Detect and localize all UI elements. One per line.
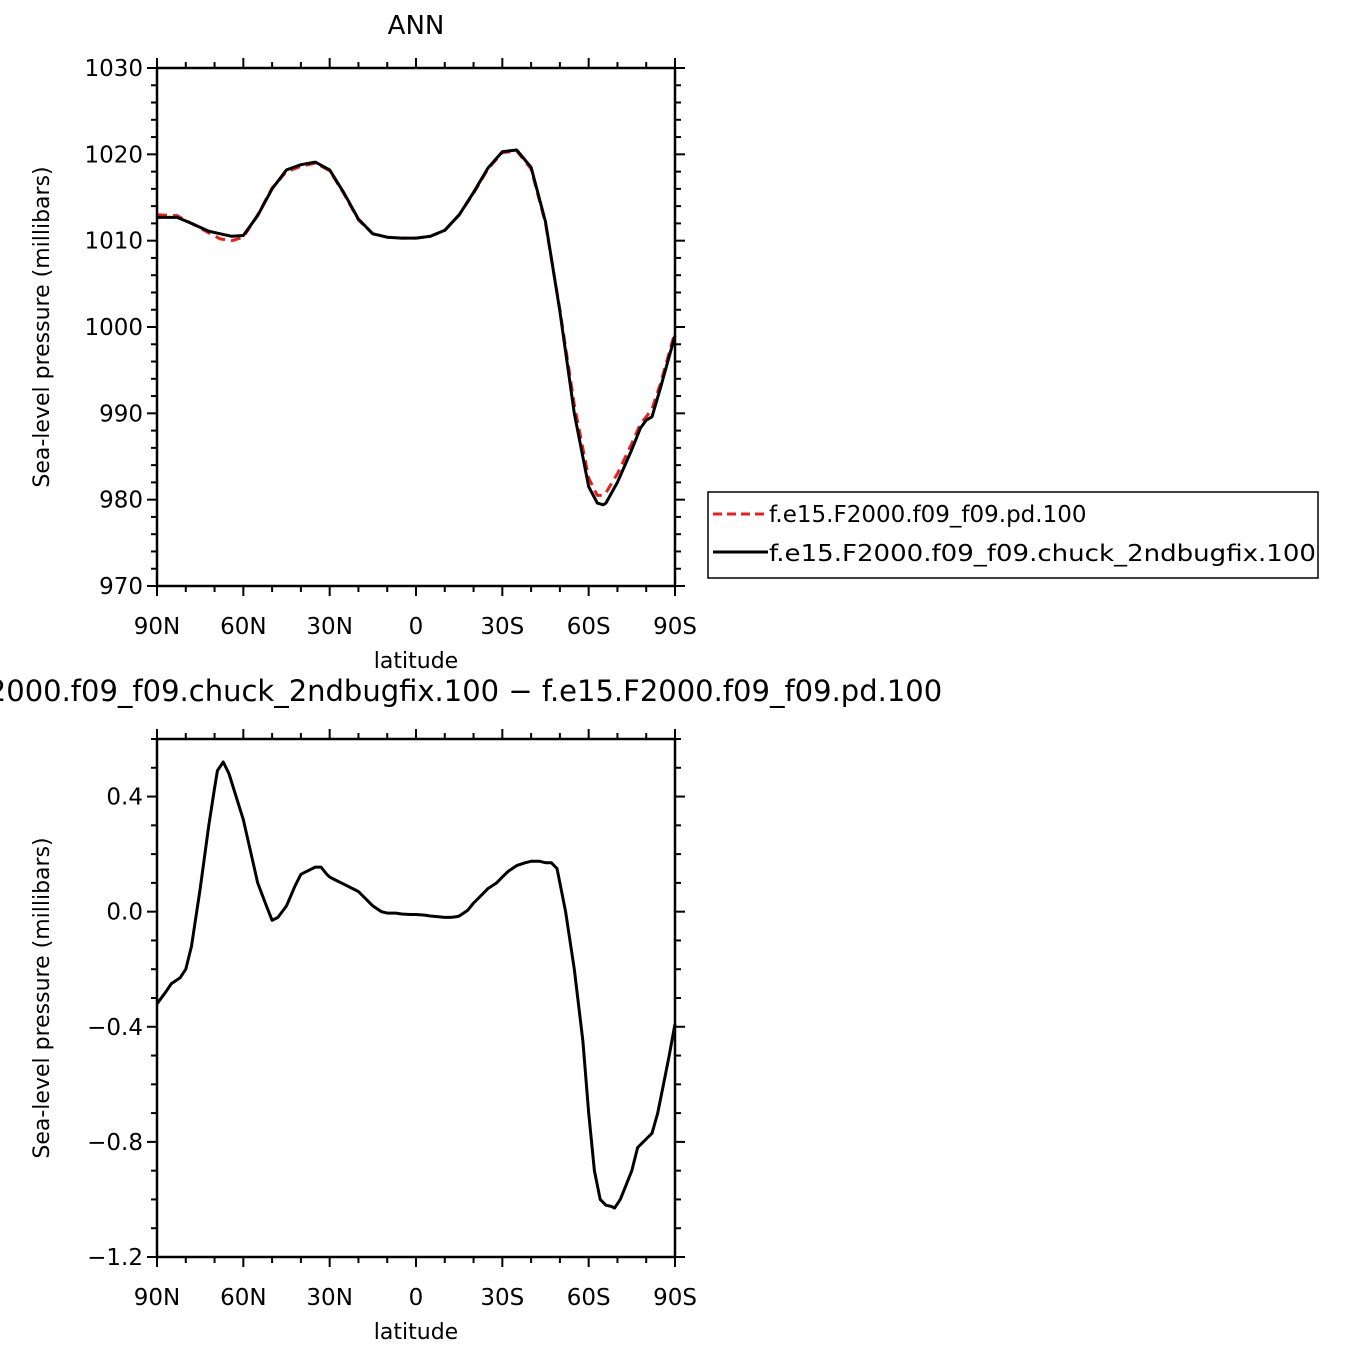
- y-tick-label: −1.2: [87, 1245, 143, 1271]
- bottom-ticks: [147, 729, 685, 1267]
- bottom-panel: f.e15.F2000.f09_f09.chuck_2ndbugfix.100 …: [0, 674, 942, 1345]
- legend-box: [707, 491, 1319, 579]
- x-tick-label: 90S: [653, 1285, 697, 1311]
- series-line-difference: [155, 760, 677, 1210]
- x-tick-label: 60S: [567, 1285, 611, 1311]
- top-ticks: [147, 58, 685, 596]
- bottom-x-tick-labels: 90N 60N 30N 0 30S 60S 90S: [134, 1285, 697, 1311]
- y-tick-label: 0.0: [106, 900, 143, 926]
- legend-label-chuck: f.e15.F2000.f09_f09.chuck_2ndbugfix.100: [769, 541, 1316, 567]
- y-tick-label: 970: [99, 574, 143, 600]
- bottom-x-axis-label: latitude: [374, 1320, 458, 1345]
- y-tick-label: 1030: [84, 56, 143, 82]
- y-tick-label: 0.4: [106, 785, 143, 811]
- y-tick-label: 1020: [84, 142, 143, 168]
- top-plot-lines: [156, 148, 677, 507]
- x-tick-label: 90S: [653, 614, 697, 640]
- x-tick-label: 30S: [480, 614, 524, 640]
- y-tick-label: 1000: [84, 315, 143, 341]
- top-x-tick-labels: 90N 60N 30N 0 30S 60S 90S: [134, 614, 697, 640]
- legend-label-pd: f.e15.F2000.f09_f09.pd.100: [769, 502, 1087, 528]
- x-tick-label: 0: [409, 1285, 424, 1311]
- legend: f.e15.F2000.f09_f09.pd.100 f.e15.F2000.f…: [707, 491, 1319, 579]
- y-tick-label: −0.4: [87, 1015, 143, 1041]
- y-tick-label: 990: [99, 401, 143, 427]
- series-line-f-e15-f2000-f09-f09-pd-100: [156, 149, 677, 497]
- top-title: ANN: [388, 11, 445, 41]
- x-tick-label: 60N: [220, 1285, 266, 1311]
- bottom-y-axis-label: Sea-level pressure (millibars): [30, 837, 55, 1158]
- x-tick-label: 30N: [306, 1285, 352, 1311]
- x-tick-label: 90N: [134, 1285, 180, 1311]
- y-tick-label: 1010: [84, 229, 143, 255]
- bottom-title: f.e15.F2000.f09_f09.chuck_2ndbugfix.100 …: [0, 674, 942, 708]
- x-tick-label: 60N: [220, 614, 266, 640]
- top-plot-frame: [155, 66, 677, 588]
- y-tick-label: 980: [99, 488, 143, 514]
- x-tick-label: 90N: [134, 614, 180, 640]
- x-tick-label: 60S: [567, 614, 611, 640]
- x-tick-label: 30N: [306, 614, 352, 640]
- bottom-y-tick-labels: −1.2 −0.8 −0.4 0.0 0.4: [87, 785, 143, 1271]
- top-y-tick-labels: 970 980 990 1000 1010 1020 1030: [84, 56, 143, 600]
- x-tick-label: 0: [409, 614, 424, 640]
- y-tick-label: −0.8: [87, 1130, 143, 1156]
- x-tick-label: 30S: [480, 1285, 524, 1311]
- bottom-plot-lines: [155, 760, 677, 1210]
- series-line-f-e15-f2000-f09-f09-chuck-2ndbugfix-100: [157, 148, 677, 507]
- top-y-axis-label: Sea-level pressure (millibars): [30, 166, 55, 487]
- top-x-axis-label: latitude: [374, 649, 458, 674]
- top-panel: ANN 970 980 990 1000 1010 1020 1030 90N 60N 30N 0…: [30, 11, 697, 674]
